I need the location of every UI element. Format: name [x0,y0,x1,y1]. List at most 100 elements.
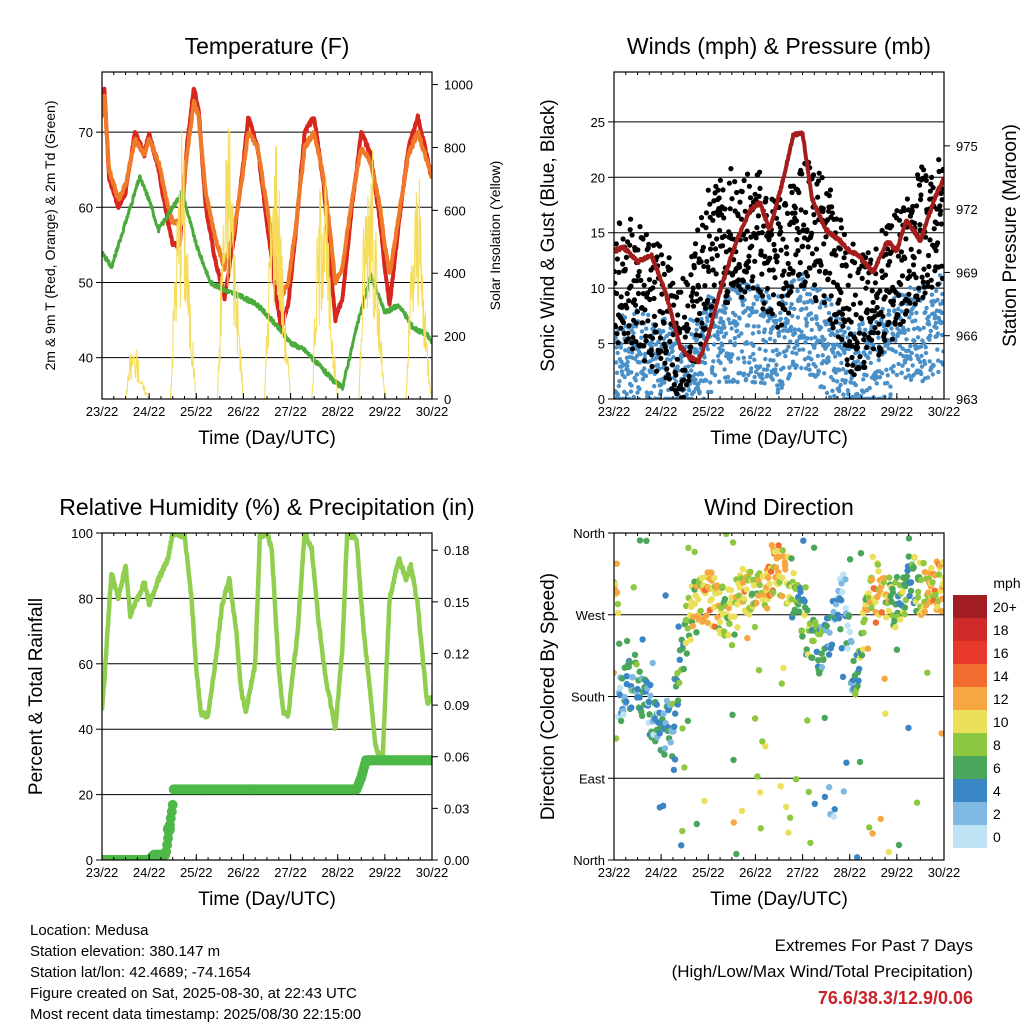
wind-point [803,366,809,371]
wind-point [884,367,889,372]
wind-point [928,333,933,338]
gust-point [717,177,724,183]
wind-point [794,363,799,368]
gust-point [777,224,783,230]
wind-point [831,350,836,355]
direction-point [902,596,909,604]
wind-point [746,372,751,378]
gust-point [805,244,811,250]
gust-point [704,258,710,265]
gust-point [852,336,858,342]
gust-point [904,308,910,314]
gust-point [697,310,703,317]
plot-area [102,86,432,399]
gust-point [857,300,863,306]
gust-point [658,252,665,258]
y2-axis-title: Station Pressure (Maroon) [1000,124,1021,347]
gust-point [628,283,634,289]
direction-point [691,548,698,556]
wind-point [789,301,794,307]
gust-point [636,268,642,275]
wind-point [762,327,767,332]
direction-point [821,714,828,722]
wind-point [631,330,636,336]
x-tick-label: 30/22 [416,865,449,880]
direction-point [685,544,692,552]
gust-point [829,210,836,216]
gust-point [649,363,655,370]
wind-point [835,329,840,334]
wind-point [727,321,733,326]
wind-point [806,362,811,368]
gust-point [843,263,849,269]
gust-point [747,195,754,201]
direction-point [779,547,786,554]
gust-point [703,225,709,231]
gust-point [886,319,892,325]
gust-point [745,265,751,271]
wind-point [743,376,749,382]
colorbar-swatch [953,756,987,779]
gust-point [652,279,658,285]
wind-point [799,329,804,334]
gust-point [743,269,750,275]
wind-point [860,321,865,327]
gust-point [698,215,705,221]
gust-point [705,264,711,270]
gust-point [614,268,617,275]
gust-point [784,210,791,216]
direction-point [843,759,850,766]
gust-point [923,173,929,179]
wind-point [796,277,802,282]
direction-point [615,609,622,617]
wind-point [924,305,929,311]
wind-point [936,369,941,375]
gust-point [907,300,913,306]
gust-point [778,229,784,235]
wind-point [820,353,825,358]
direction-point [892,624,899,631]
wind-point [815,353,821,359]
gust-point [890,298,897,304]
wind-point [740,302,746,308]
wind-point [619,369,625,374]
gust-point [821,300,828,306]
direction-point [839,673,847,681]
x-tick-label: 30/22 [928,865,961,880]
wind-point [625,363,630,369]
gust-point [654,254,660,260]
direction-point [681,764,688,771]
y-axis-title: 2m & 9m T (Red, Orange) & 2m Td (Green) [42,101,58,371]
gust-point [702,325,708,332]
gust-point [658,348,664,354]
direction-point [804,717,811,724]
wind-point [922,361,928,367]
direction-point [895,841,903,849]
gust-point [763,195,769,201]
gust-point [838,217,844,223]
y2-tick-label: 0.03 [444,801,469,816]
wind-point [893,349,898,354]
wind-point [765,372,770,378]
direction-point [786,814,794,821]
wind-point [844,369,849,374]
wind-point [908,344,913,349]
wind-point [694,337,700,342]
gust-point [660,260,666,267]
gust-point [850,241,856,247]
direction-point [716,589,723,596]
wind-point [814,316,819,321]
direction-point [756,789,764,796]
wind-point [711,342,717,347]
gust-point [641,358,648,364]
direction-point [788,555,795,562]
direction-point [869,576,876,583]
x-tick-label: 29/22 [369,404,402,419]
wind-point [807,292,813,297]
gust-point [876,321,882,327]
wind-point [756,330,761,335]
elevation-text: Station elevation: 380.147 m [30,943,221,960]
wind-point [777,329,782,335]
direction-point [719,583,726,590]
wind-point [886,308,892,313]
